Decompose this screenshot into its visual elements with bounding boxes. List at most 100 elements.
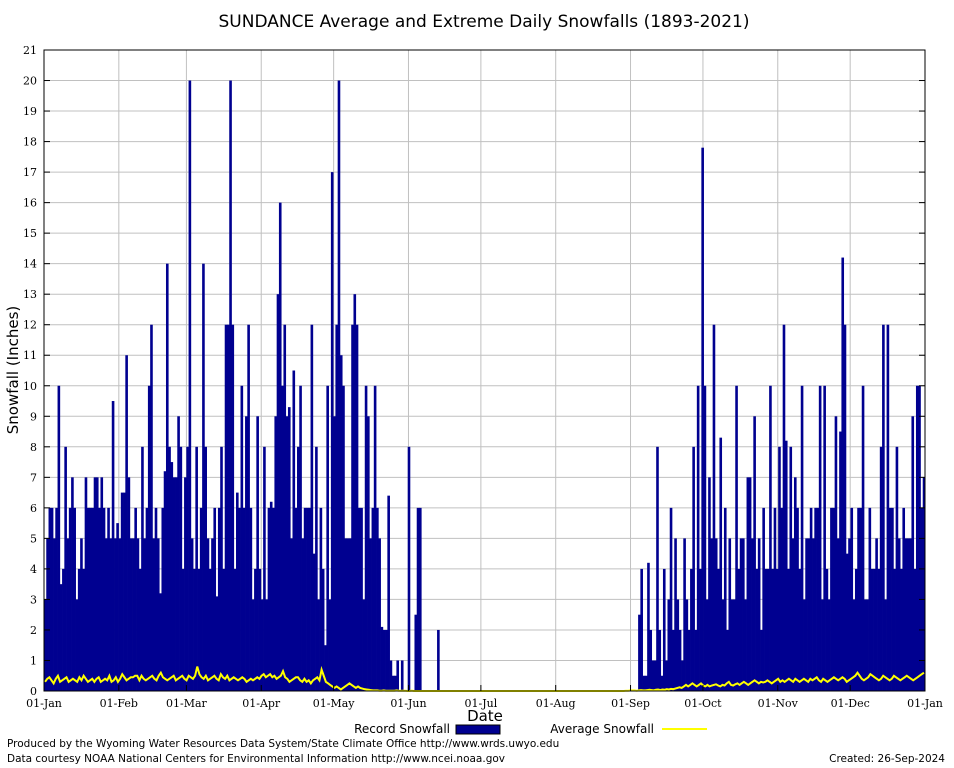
record-snowfall-bar	[62, 568, 65, 691]
record-snowfall-bar	[53, 538, 56, 691]
y-tick-label: 4	[30, 563, 37, 576]
record-snowfall-bar	[640, 568, 643, 691]
record-snowfall-bar	[245, 416, 248, 691]
record-snowfall-bar	[875, 538, 878, 691]
record-snowfall-bar	[877, 568, 881, 691]
record-snowfall-bar	[803, 599, 806, 691]
record-snowfall-bar	[93, 477, 97, 691]
record-snowfall-bar	[798, 568, 802, 691]
record-snowfall-bar	[864, 599, 867, 691]
record-snowfall-bar	[138, 568, 142, 691]
record-snowfall-bar	[367, 416, 370, 691]
record-snowfall-bar	[642, 675, 646, 691]
record-snowfall-bar	[351, 324, 354, 691]
record-snowfall-bar	[156, 538, 160, 691]
x-tick-label: 01-Sep	[611, 697, 650, 710]
record-snowfall-bar	[165, 263, 169, 691]
record-snowfall-bar	[644, 675, 648, 691]
record-snowfall-bar	[692, 446, 695, 691]
record-snowfall-bar	[762, 507, 765, 691]
record-snowfall-bar	[683, 538, 686, 691]
record-snowfall-bar	[202, 263, 205, 691]
record-snowfall-bar	[206, 538, 210, 691]
record-snowfall-bar	[95, 477, 99, 691]
record-snowfall-bar	[308, 507, 311, 691]
record-snowfall-bar	[893, 568, 896, 691]
record-snowfall-bar	[911, 416, 915, 691]
record-snowfall-bar	[879, 446, 883, 691]
record-snowfall-bar	[98, 507, 101, 691]
record-snowfall-bar	[915, 385, 919, 691]
record-snowfall-bar	[418, 507, 422, 691]
record-snowfall-bar	[676, 599, 680, 691]
record-snowfall-bar	[850, 507, 854, 691]
record-snowfall-bar	[84, 477, 88, 691]
x-tick-label: 01-Apr	[242, 697, 281, 710]
y-tick-label: 8	[30, 441, 37, 454]
record-snowfall-bar	[710, 538, 714, 691]
record-snowfall-bar	[744, 599, 747, 691]
record-snowfall-bar	[145, 507, 149, 691]
y-tick-label: 18	[23, 136, 37, 149]
record-snowfall-bar	[190, 538, 194, 691]
record-snowfall-bar	[825, 568, 829, 691]
record-snowfall-bar	[181, 568, 185, 691]
record-snowfall-bar	[832, 507, 835, 691]
record-snowfall-bar	[64, 446, 67, 691]
record-snowfall-bar	[757, 538, 761, 691]
record-snowfall-bar	[705, 599, 709, 691]
record-snowfall-bar	[297, 446, 300, 691]
record-snowfall-bar	[376, 507, 379, 691]
record-snowfall-bar	[882, 324, 885, 691]
record-snowfall-bar	[215, 596, 219, 691]
record-snowfall-bar	[73, 507, 76, 691]
record-snowfall-bar	[884, 599, 887, 691]
record-snowfall-bar	[391, 675, 395, 691]
record-snowfall-bar	[674, 538, 677, 691]
record-snowfall-bar	[344, 538, 348, 691]
record-snowfall-bar	[337, 80, 341, 691]
record-snowfall-bar	[120, 492, 124, 691]
record-snowfall-bar	[378, 538, 381, 691]
record-snowfall-bar	[793, 477, 797, 691]
record-snowfall-bar	[742, 538, 745, 691]
record-snowfall-bar	[647, 562, 650, 691]
record-snowfall-bar	[251, 599, 255, 691]
record-snowfall-bar	[751, 538, 754, 691]
record-snowfall-bar	[638, 614, 641, 691]
record-snowfall-bar	[873, 568, 876, 691]
record-snowfall-bar	[348, 538, 352, 691]
record-snowfall-bar	[136, 538, 140, 691]
record-snowfall-bar	[703, 385, 707, 691]
y-tick-label: 15	[23, 227, 37, 240]
record-snowfall-bar	[312, 553, 316, 691]
record-snowfall-bar	[281, 385, 284, 691]
record-snowfall-bar	[310, 324, 314, 691]
record-snowfall-bar	[852, 599, 856, 691]
legend-swatch-record	[455, 724, 501, 735]
record-snowfall-bar	[369, 538, 372, 691]
record-snowfall-bar	[172, 477, 176, 691]
record-snowfall-bar	[86, 507, 90, 691]
x-tick-label: 01-Nov	[758, 697, 799, 710]
record-snowfall-bar	[274, 416, 278, 691]
record-snowfall-bar	[922, 477, 926, 691]
record-snowfall-bar	[866, 599, 869, 691]
record-snowfall-bar	[269, 501, 273, 691]
record-snowfall-bar	[100, 477, 104, 691]
record-snowfall-bar	[791, 538, 795, 691]
record-snowfall-bar	[211, 538, 214, 691]
record-snowfall-bar	[719, 437, 723, 691]
record-snowfall-bar	[303, 507, 307, 691]
record-snowfall-bar	[845, 553, 849, 691]
record-snowfall-bar	[671, 629, 675, 691]
record-snowfall-bar	[233, 568, 237, 691]
record-snowfall-bar	[111, 401, 115, 691]
record-snowfall-bar	[888, 507, 892, 691]
record-snowfall-bar	[784, 440, 788, 691]
record-snowfall-bar	[868, 507, 872, 691]
record-snowfall-bar	[224, 324, 228, 691]
record-snowfall-bar	[735, 385, 738, 691]
y-tick-label: 20	[23, 75, 37, 88]
